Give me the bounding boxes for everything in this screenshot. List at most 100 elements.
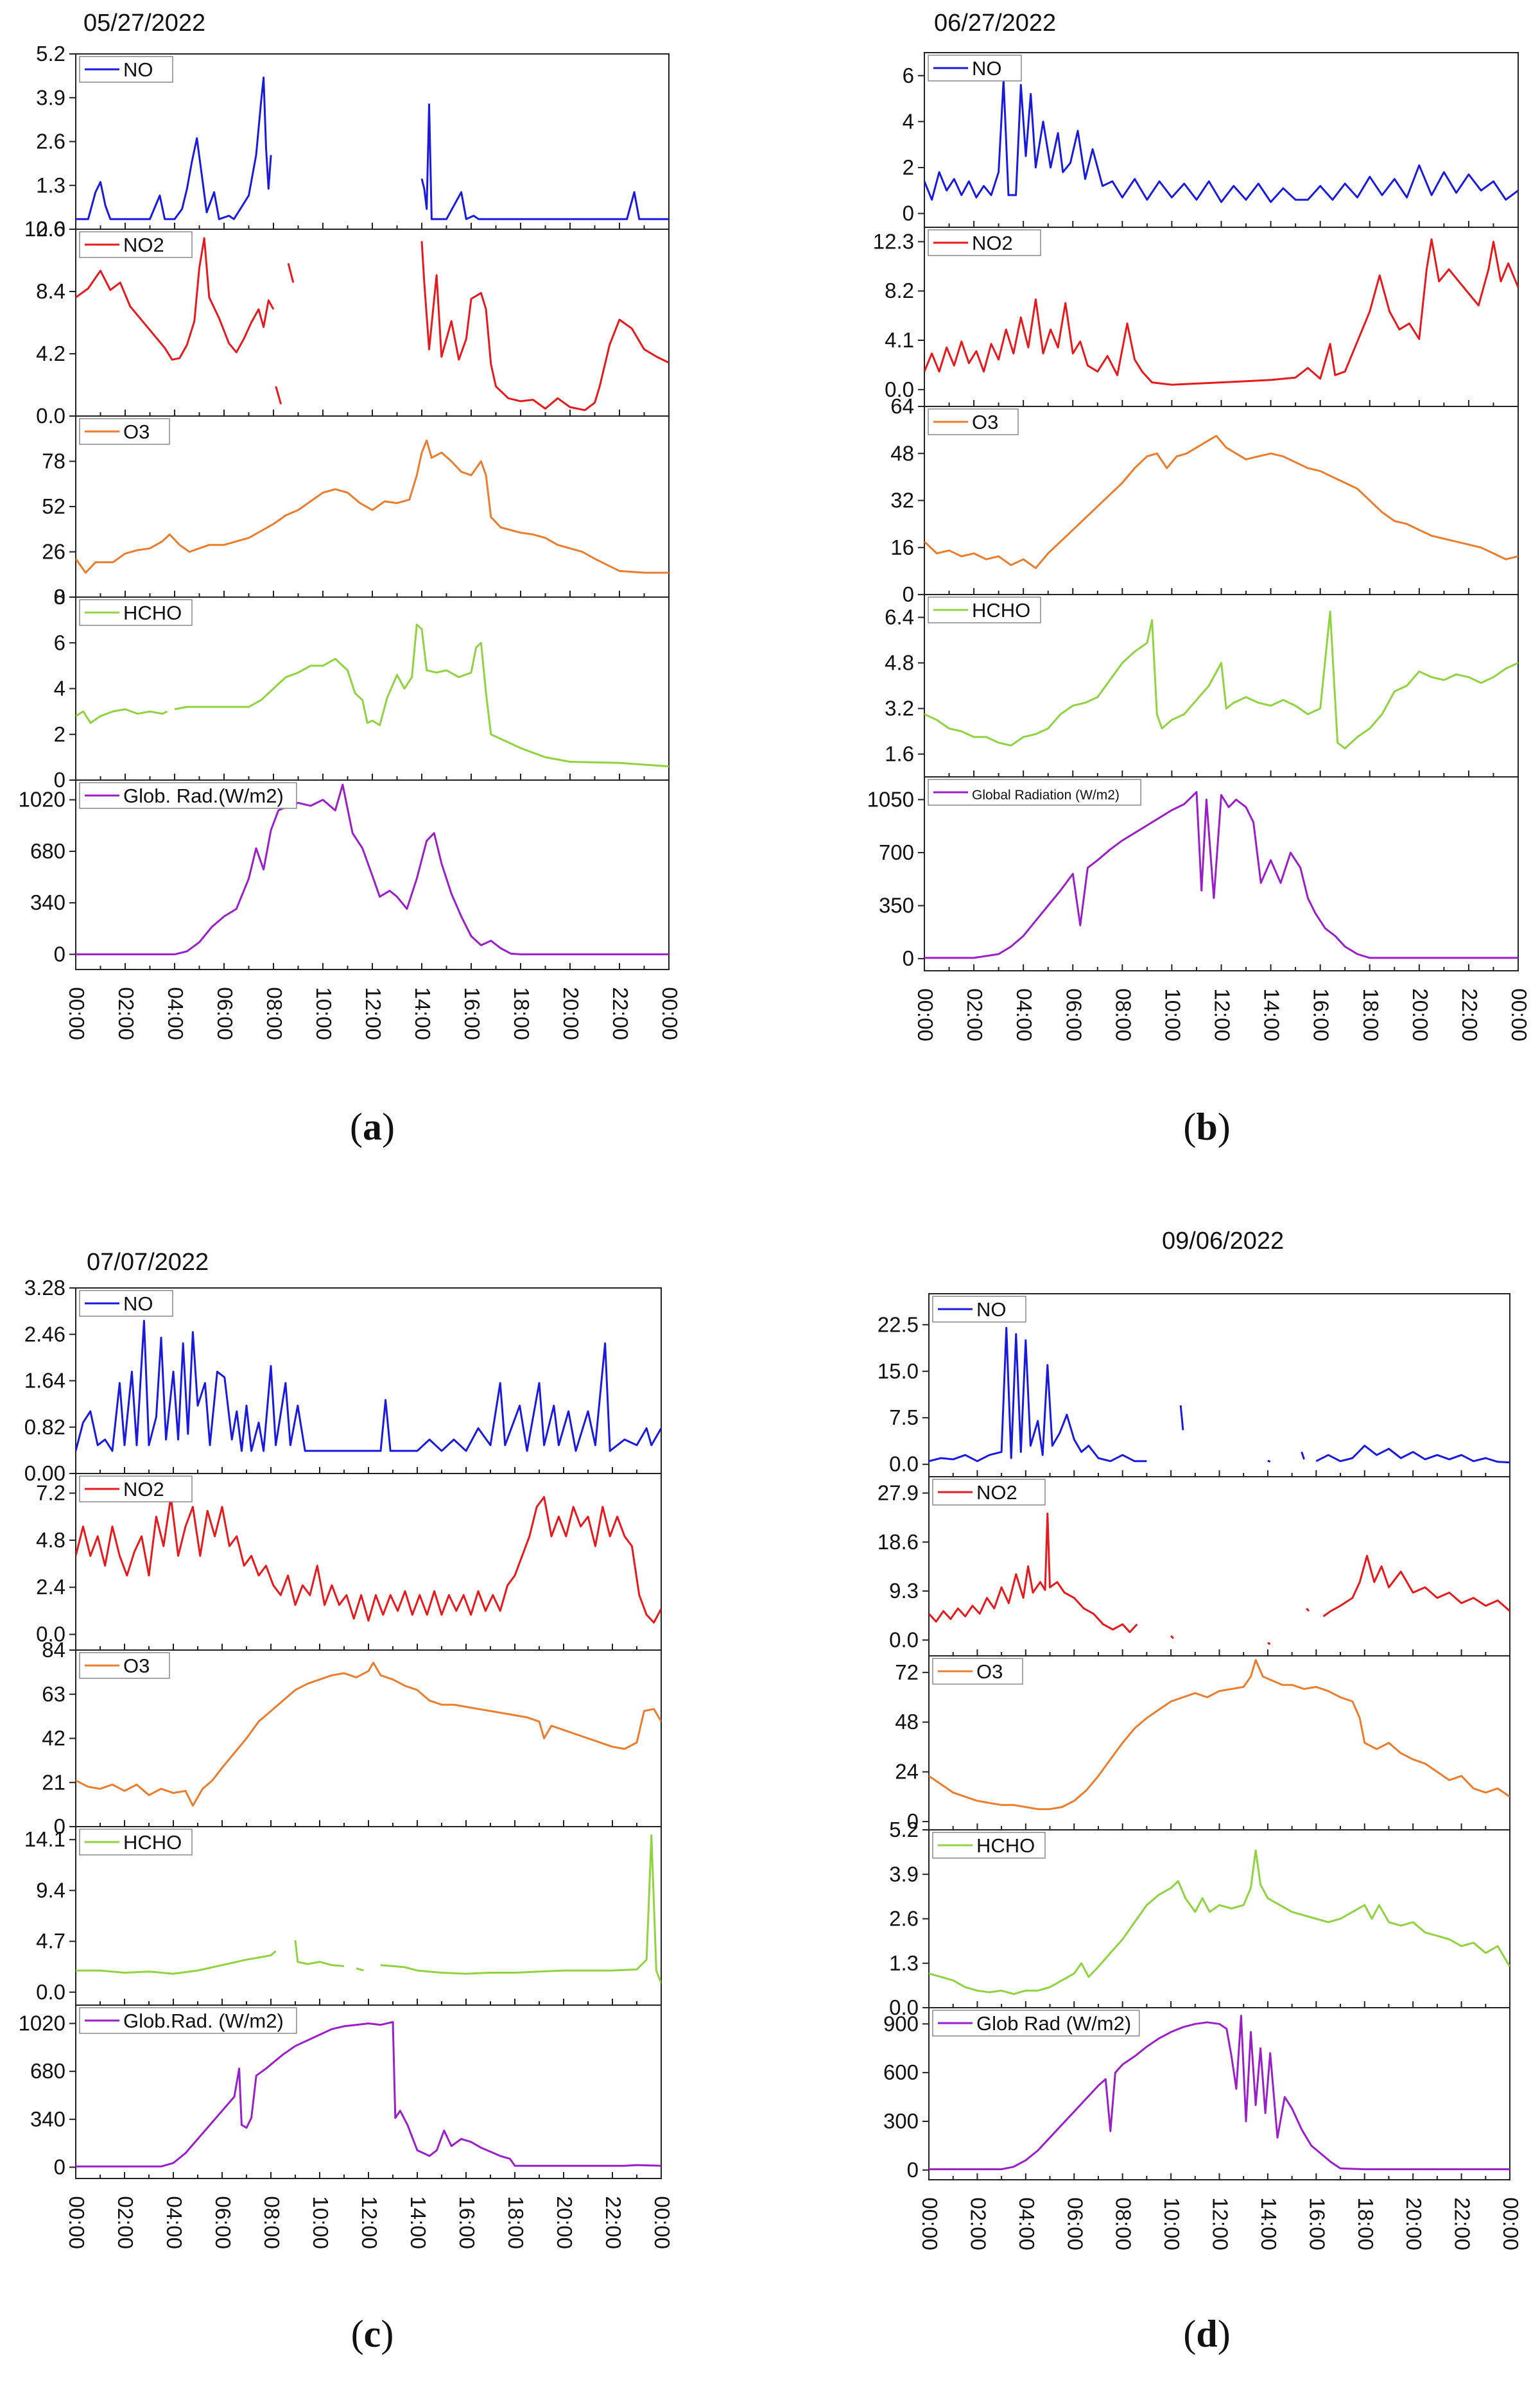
caption-paren: (	[1183, 1106, 1196, 1148]
y-tick-label: 8.4	[36, 279, 65, 303]
y-tick-label: 72	[895, 1660, 919, 1684]
legend-no: NO	[928, 55, 1022, 82]
x-tick-label: 20:00	[1408, 988, 1432, 1041]
legend-label: HCHO	[972, 599, 1030, 622]
legend-rad: Global Radiation (W/m2)	[928, 779, 1141, 806]
legend-label: NO	[123, 1292, 153, 1315]
series-line-no	[1179, 1405, 1184, 1430]
x-tick-label: 08:00	[260, 2196, 284, 2249]
legend-label: Glob. Rad.(W/m2)	[123, 785, 284, 807]
y-tick-label: 1.3	[889, 1951, 919, 1975]
series-line-hcho	[924, 611, 1518, 750]
x-tick-label: 16:00	[455, 2196, 479, 2249]
panel-hcho: 14.1 9.4 4.7 0.0 HCHO	[24, 1826, 662, 2006]
legend-hcho: HCHO	[79, 1829, 193, 1856]
x-tick-label: 06:00	[213, 987, 237, 1040]
legend-label: NO	[976, 1298, 1007, 1321]
x-tick-label: 18:00	[510, 987, 533, 1040]
panel-o3: 72 48 24 0 O3	[895, 1655, 1510, 1833]
x-tick-label: 12:00	[361, 987, 385, 1040]
x-tick-label: 00:00	[658, 987, 682, 1040]
caption-paren: )	[1218, 2313, 1231, 2355]
y-tick-label: 14.1	[24, 1827, 65, 1851]
x-tick-label: 14:00	[411, 987, 435, 1040]
series-line-no	[76, 76, 272, 220]
y-tick-label: 64	[890, 394, 914, 418]
y-tick-label: 6	[903, 64, 914, 87]
series-line-no	[1267, 1459, 1271, 1463]
x-tick-label: 00:00	[650, 2196, 674, 2249]
legend-no2: NO2	[928, 229, 1041, 256]
subfigure-caption: (d)	[1183, 2313, 1230, 2355]
series-line-hcho	[174, 623, 669, 768]
x-tick-label: 22:00	[609, 987, 632, 1040]
series-line-hcho	[356, 1967, 364, 1972]
series-line-no2	[287, 263, 295, 283]
x-tick-label: 06:00	[1062, 988, 1086, 1041]
x-tick-label: 16:00	[1310, 988, 1333, 1041]
panel-no2: 12.6 8.4 4.2 0.0 NO2	[24, 217, 670, 428]
x-tick-label: 02:00	[966, 2197, 990, 2250]
panel-no: 6 4 2 0 NO	[903, 52, 1519, 228]
y-tick-label: 0.0	[889, 1995, 919, 2019]
x-tick-label: 14:00	[1257, 2197, 1281, 2250]
y-tick-label: 350	[879, 894, 914, 917]
y-tick-label: 0.0	[885, 378, 914, 401]
series-line-no2	[76, 1496, 661, 1624]
series-line-hcho	[929, 1849, 1510, 1995]
y-tick-label: 4	[903, 109, 914, 133]
y-tick-label: 340	[30, 891, 65, 914]
y-tick-label: 27.9	[878, 1481, 919, 1504]
legend-label: O3	[972, 411, 998, 433]
y-tick-label: 4.2	[36, 342, 65, 365]
panel-no2: 7.2 4.8 2.4 0.0 NO2	[36, 1473, 662, 1651]
y-tick-label: 9.3	[889, 1579, 919, 1603]
x-tick-label: 04:00	[1012, 988, 1036, 1041]
series-line-no	[1315, 1445, 1510, 1464]
y-tick-label: 0.0	[36, 1622, 65, 1646]
y-tick-label: 3.9	[36, 85, 65, 109]
legend-no2: NO2	[79, 231, 193, 258]
y-tick-label: 48	[890, 441, 914, 465]
y-tick-label: 6.4	[885, 605, 914, 629]
subfigure-b: 06/27/2022(b)6420NO12.38.24.10.0NO264483…	[867, 10, 1531, 1148]
y-tick-label: 22.5	[878, 1312, 919, 1336]
y-tick-label: 0	[54, 942, 65, 966]
y-tick-label: 48	[895, 1710, 919, 1734]
x-tick-label: 18:00	[1354, 2197, 1378, 2250]
x-tick-label: 08:00	[1112, 2197, 1136, 2250]
legend-label: Glob Rad (W/m2)	[976, 2012, 1131, 2035]
x-tick-label: 08:00	[1111, 988, 1135, 1041]
y-tick-label: 0.0	[36, 1980, 65, 2004]
x-tick-label: 04:00	[162, 2196, 186, 2249]
legend-label: O3	[976, 1660, 1003, 1683]
caption-paren: )	[382, 1106, 395, 1148]
y-tick-label: 5.2	[36, 42, 65, 65]
legend-no: NO	[79, 1290, 173, 1317]
series-line-o3	[924, 435, 1518, 569]
subfigure-d: 09/06/2022 (d) 22.5 15.0 7.5 0.0 NO 27.9 18.6 9.3…	[878, 1228, 1523, 2355]
x-tick-label: 00:00	[913, 988, 937, 1041]
subfigure-date-title: 07/07/2022	[87, 1249, 209, 1276]
y-tick-label: 0	[54, 1814, 65, 1838]
x-tick-label: 00:00	[65, 2196, 89, 2249]
series-line-rad	[76, 2021, 661, 2168]
x-tick-label: 10:00	[309, 2196, 333, 2249]
legend-o3: O3	[928, 408, 1019, 435]
x-tick-label: 20:00	[1402, 2197, 1426, 2250]
panel-o3: 64 48 32 16 0 O3	[890, 394, 1519, 606]
legend-box	[79, 782, 297, 809]
panel-hcho: 5.2 3.9 2.6 1.3 0.0 HCHO	[889, 1818, 1510, 2019]
legend-label: Glob.Rad. (W/m2)	[123, 2010, 284, 2032]
y-tick-label: 700	[879, 840, 914, 864]
series-line-o3	[76, 1662, 661, 1807]
y-tick-label: 32	[890, 489, 914, 512]
y-tick-label: 24	[895, 1760, 919, 1784]
y-tick-label: 63	[42, 1682, 65, 1706]
y-tick-label: 0.00	[24, 1461, 65, 1485]
caption-letter: c	[364, 2313, 381, 2355]
y-tick-label: 4.7	[36, 1929, 65, 1953]
y-tick-label: 4.8	[885, 651, 914, 675]
series-line-hcho	[380, 1834, 661, 1984]
